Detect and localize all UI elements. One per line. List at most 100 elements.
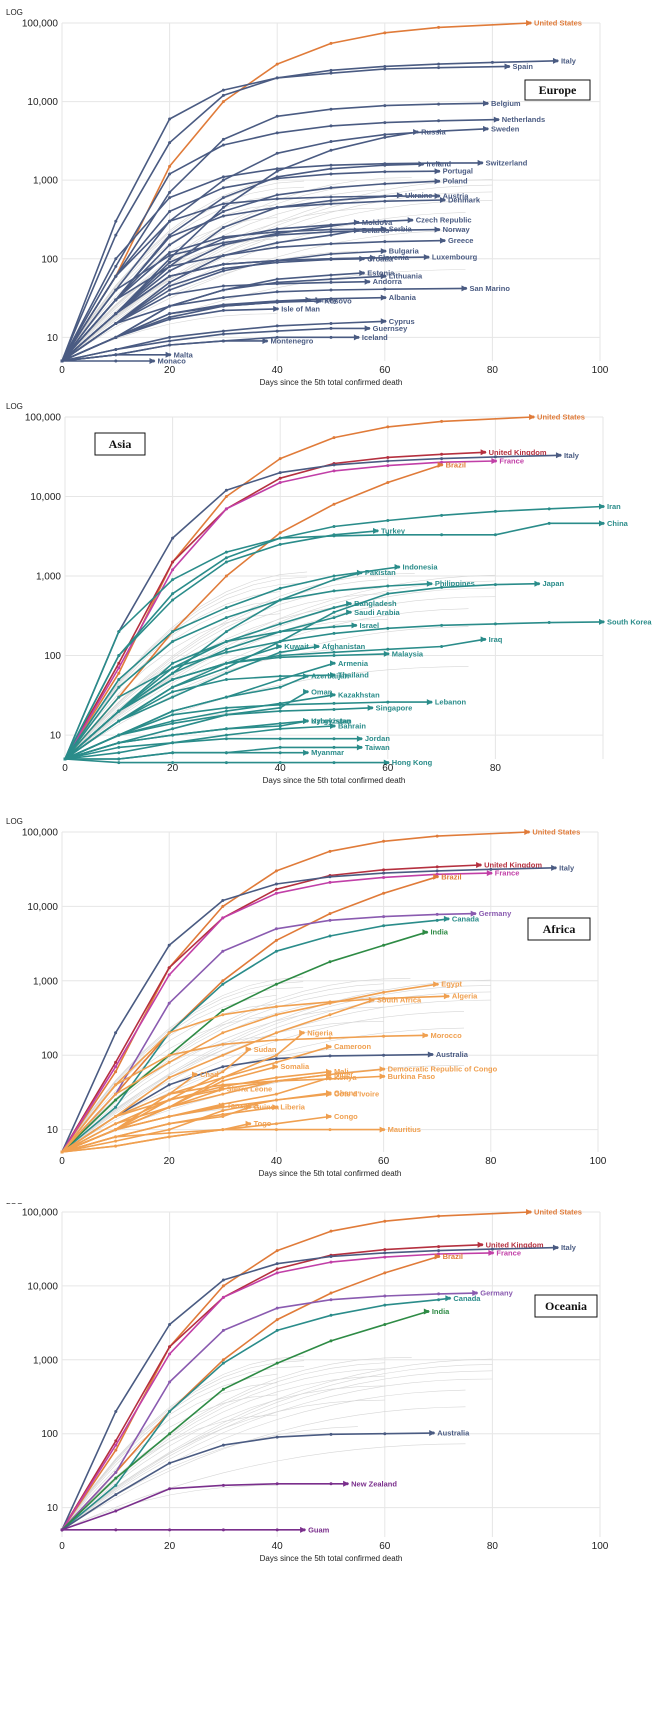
series-group: United States United Kingdom Italy France Br… [63, 413, 652, 767]
x-axis-ticks: 0 20 40 60 80 100 [59, 365, 609, 376]
data-point [114, 1065, 118, 1069]
background-line [61, 1406, 466, 1531]
series-label: Germany [479, 909, 512, 918]
data-point [224, 647, 228, 651]
x-axis-ticks: 0 20 40 60 80 100 [59, 1541, 609, 1552]
data-point [383, 182, 387, 186]
series-end-arrow [599, 503, 605, 510]
data-point [114, 1128, 118, 1132]
log-scale-label: LOG [6, 402, 23, 411]
data-point [328, 875, 332, 879]
data-point [171, 685, 175, 689]
series-end-arrow [477, 1241, 484, 1248]
series-end-arrow [305, 296, 312, 303]
data-point [329, 163, 333, 167]
chart-panel-europe: United States Italy Spain Belgium Netherland… [0, 0, 658, 398]
data-point [221, 329, 225, 333]
series-label: Estonia [367, 268, 395, 277]
series-guam: Guam [60, 1525, 330, 1534]
series-label: Egypt [441, 980, 462, 989]
data-point [167, 1060, 171, 1064]
series-line [61, 239, 445, 362]
series-end-arrow [552, 1244, 559, 1251]
series-label: Cyprus [389, 317, 415, 326]
data-point [167, 1083, 171, 1087]
chart-svg-oceania: United States United Kingdom Italy France Br… [6, 1203, 609, 1563]
data-point [275, 177, 279, 181]
data-point [278, 655, 282, 659]
data-point [221, 143, 225, 147]
series-group: United States United Kingdom Italy France Br… [60, 1208, 582, 1534]
data-point [332, 610, 336, 614]
data-point [221, 1361, 225, 1365]
data-point [168, 1409, 172, 1413]
data-point [168, 1461, 172, 1465]
data-point [171, 592, 175, 596]
x-tick-label: 80 [490, 763, 502, 774]
background-line [61, 979, 491, 1153]
data-point [275, 324, 279, 328]
data-point [329, 273, 333, 277]
data-point [224, 706, 228, 710]
series-label: France [499, 456, 524, 465]
data-point [171, 741, 175, 745]
series-philippines: Philippines [63, 579, 475, 761]
data-point [171, 709, 175, 713]
series-end-arrow [379, 1126, 386, 1133]
series-end-arrow [351, 622, 358, 629]
series-label: Kosovo [324, 297, 352, 306]
series-label: Guernsey [373, 324, 408, 333]
y-tick-label: 100,000 [22, 1208, 59, 1219]
data-point [117, 685, 121, 689]
data-point [383, 1219, 387, 1223]
data-point [278, 471, 282, 475]
background-line [61, 177, 412, 362]
data-point [332, 701, 336, 705]
series-line [61, 170, 439, 362]
data-point [221, 100, 225, 104]
series-jordan: Jordan [63, 734, 390, 761]
series-italy: Italy [60, 56, 577, 363]
data-point [221, 1013, 225, 1017]
data-point [168, 164, 172, 168]
series-end-arrow [413, 129, 420, 136]
y-tick-label: 1,000 [33, 1355, 58, 1366]
data-point [167, 1135, 171, 1139]
data-point [171, 666, 175, 670]
chart-svg-europe: United States Italy Spain Belgium Netherland… [6, 8, 609, 387]
data-point [114, 353, 118, 357]
data-point [493, 622, 497, 626]
data-point [221, 235, 225, 239]
data-point [437, 161, 441, 165]
region-label-box: Oceania [534, 1294, 598, 1318]
background-line [61, 1360, 305, 1530]
series-end-arrow [433, 873, 440, 880]
series-line [61, 931, 427, 1153]
data-point [221, 1295, 225, 1299]
data-point [383, 1248, 387, 1252]
data-point [437, 1298, 441, 1302]
data-point [224, 666, 228, 670]
chart-svg-africa: United States United Kingdom Italy France Br… [6, 817, 607, 1178]
data-point [114, 1060, 118, 1064]
series-label: Democratic Republic of Congo [388, 1065, 498, 1074]
data-point [493, 533, 497, 537]
data-point [382, 924, 386, 928]
data-point [332, 761, 336, 765]
data-point [117, 761, 121, 765]
data-point [168, 1432, 172, 1436]
gridlines [61, 1211, 601, 1537]
background-line [61, 1370, 493, 1531]
series-end-arrow [443, 915, 450, 922]
data-point [493, 509, 497, 513]
data-point [224, 695, 228, 699]
background-line [64, 582, 308, 760]
series-end-arrow [346, 609, 353, 616]
data-point [221, 88, 225, 92]
data-point [275, 282, 279, 286]
data-point [329, 1339, 333, 1343]
series-end-arrow [326, 1091, 332, 1098]
data-point [221, 1042, 225, 1046]
series-end-arrow [427, 1051, 434, 1058]
y-tick-label: 1,000 [33, 976, 58, 987]
